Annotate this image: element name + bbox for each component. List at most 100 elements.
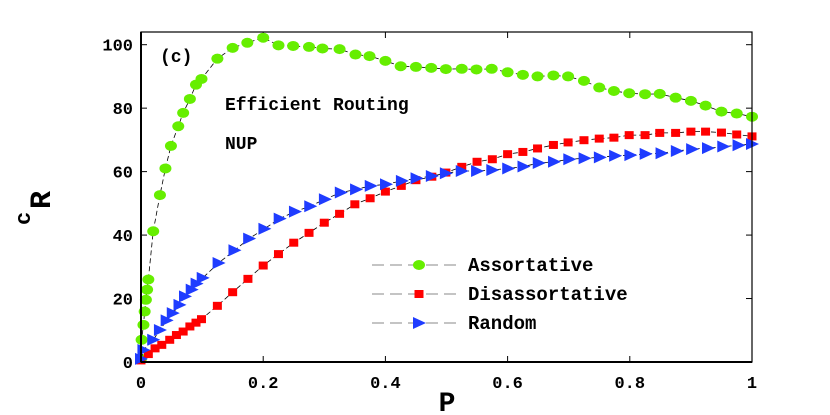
data-point [653, 88, 666, 99]
data-point [547, 70, 560, 81]
data-point [686, 127, 696, 136]
data-point [457, 162, 467, 171]
data-point [137, 319, 150, 330]
data-point [333, 44, 346, 55]
data-point [318, 193, 332, 206]
panel-label: (c) [160, 48, 192, 68]
series-random [135, 138, 759, 365]
y-axis-label-subscript: c [12, 212, 37, 225]
data-point [701, 127, 711, 136]
series-layer [135, 32, 759, 365]
data-point [160, 314, 174, 327]
data-point [501, 67, 514, 78]
data-point [172, 121, 185, 132]
data-point [289, 238, 299, 247]
data-point [153, 190, 166, 201]
data-point [503, 150, 513, 159]
legend-item-assortative: Assortative [372, 255, 593, 277]
legend-label: Assortative [468, 255, 593, 277]
data-point [141, 284, 154, 295]
data-point [157, 340, 167, 349]
data-point [639, 147, 653, 160]
data-point [258, 222, 272, 235]
data-point [395, 174, 409, 187]
data-point [410, 172, 424, 185]
data-point [191, 318, 201, 327]
data-point [548, 155, 562, 168]
legend-marker [413, 317, 426, 329]
data-point [196, 315, 206, 324]
data-point [577, 75, 590, 86]
data-point [243, 274, 253, 283]
data-point [655, 147, 669, 160]
data-point [472, 157, 482, 166]
data-point [334, 186, 348, 199]
data-point [287, 40, 300, 51]
data-point [380, 187, 390, 196]
data-point [562, 71, 575, 82]
data-point [185, 322, 195, 331]
data-point [212, 301, 222, 310]
data-point [439, 64, 452, 75]
axis-ticks: 0 0.2 0.4 0.6 0.8 1 0 20 40 60 80 100 [102, 32, 757, 394]
x-tick-label: 0.4 [370, 375, 401, 394]
data-point [159, 163, 172, 174]
data-point [655, 128, 665, 137]
data-point [485, 63, 498, 74]
legend-marker [413, 260, 425, 270]
data-point [594, 134, 604, 143]
data-point [241, 37, 254, 48]
series-line [140, 37, 753, 359]
data-point [212, 257, 226, 269]
data-point [624, 149, 638, 162]
data-point [623, 88, 636, 99]
data-point [409, 61, 422, 72]
x-tick-label: 0.2 [248, 375, 279, 394]
y-tick-label: 40 [113, 228, 133, 247]
legend: Assortative Disassortative Random [372, 255, 628, 335]
data-point [563, 138, 573, 147]
data-point [177, 107, 190, 118]
data-point [517, 160, 531, 173]
data-point [171, 331, 181, 340]
data-point [502, 162, 516, 175]
legend-item-disassortative: Disassortative [372, 284, 628, 306]
data-point [150, 344, 160, 353]
x-tick-label: 0 [136, 375, 146, 394]
data-point [455, 164, 469, 177]
data-point [717, 140, 731, 153]
data-point [228, 244, 242, 257]
data-point [548, 140, 558, 149]
data-point [173, 298, 187, 311]
data-point [607, 86, 620, 97]
data-point [303, 41, 316, 52]
annotation-efficient-routing: Efficient Routing [225, 96, 409, 116]
data-point [639, 89, 652, 100]
data-point [364, 179, 378, 192]
y-tick-label: 60 [113, 165, 133, 184]
y-tick-label: 100 [102, 38, 133, 57]
data-point [165, 335, 175, 344]
data-point [350, 183, 364, 196]
data-point [593, 82, 606, 93]
data-point [394, 61, 407, 72]
data-point [532, 157, 546, 170]
data-point [183, 93, 196, 104]
data-point [716, 128, 726, 137]
data-point [732, 130, 742, 139]
data-point [272, 40, 285, 51]
data-point [624, 131, 634, 140]
data-point [702, 142, 716, 155]
legend-label: Disassortative [468, 284, 628, 306]
data-point [439, 167, 453, 180]
data-point [196, 271, 210, 284]
data-point [455, 63, 468, 74]
data-point [486, 164, 500, 177]
data-point [640, 131, 650, 140]
plot-area [141, 32, 752, 362]
data-point [164, 140, 177, 151]
data-point [226, 42, 239, 53]
data-point [471, 164, 485, 177]
data-point [425, 170, 439, 183]
